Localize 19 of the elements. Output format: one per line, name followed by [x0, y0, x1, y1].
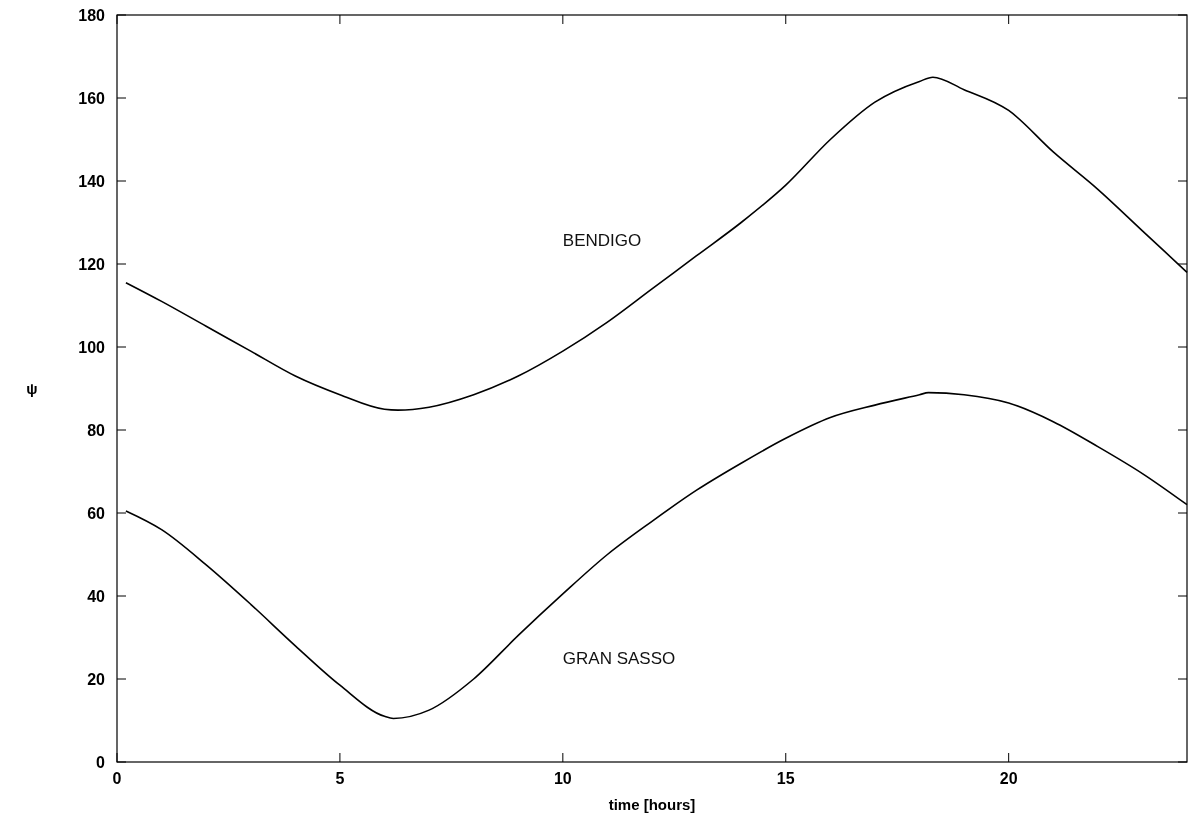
text: BENDIGO [562, 231, 642, 251]
y-axis-title: ψ [26, 379, 38, 397]
y-tick-label: 120 [78, 256, 106, 273]
y-tick-label: 160 [78, 90, 106, 107]
x-tick-label: 15 [776, 770, 795, 787]
y-tick-label: 60 [87, 505, 106, 522]
y-tick-label: 40 [87, 588, 106, 605]
y-tick-label: 100 [78, 339, 106, 356]
y-tick-label: 20 [87, 671, 106, 688]
y-tick-label: 80 [87, 422, 106, 439]
x-tick-label: 0 [112, 770, 122, 787]
x-tick-label: 10 [553, 770, 572, 787]
y-tick-label: 180 [78, 7, 106, 24]
y-tick-label: 140 [78, 173, 106, 190]
text: GRAN SASSO [562, 648, 676, 668]
x-axis-title: time [hours] [608, 796, 696, 813]
x-tick-label: 20 [999, 770, 1018, 787]
x-tick-label: 5 [335, 770, 345, 787]
y-tick-label: 0 [96, 754, 106, 771]
